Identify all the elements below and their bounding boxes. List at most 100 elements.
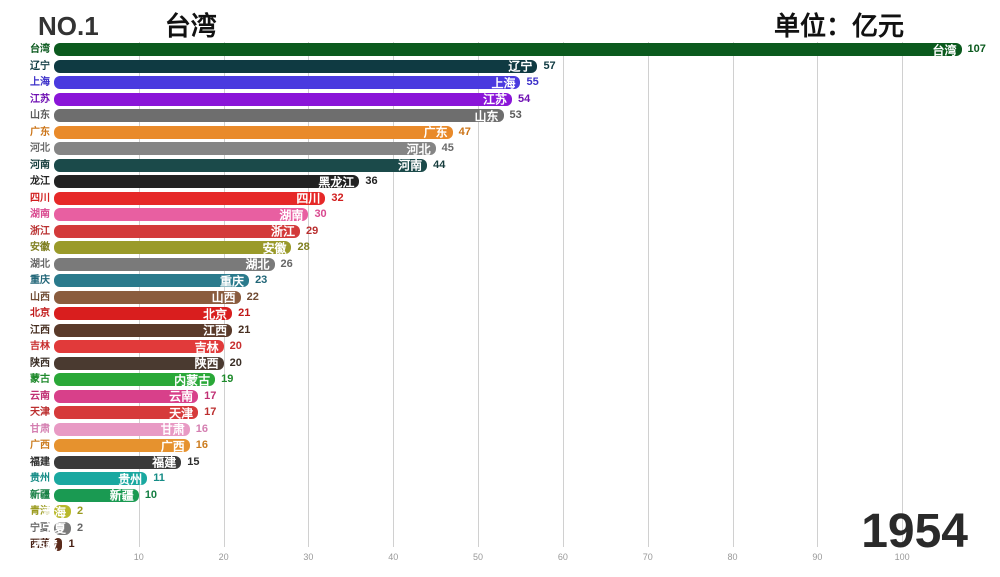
bar-inner-label: 安徽 <box>262 239 286 256</box>
bar: 湖北 <box>54 258 275 271</box>
bar: 青海 <box>54 505 71 518</box>
bar: 云南 <box>54 390 198 403</box>
bar-inner-label: 内蒙古 <box>174 371 210 388</box>
bar-inner-label: 河北 <box>407 140 431 157</box>
bar: 山东 <box>54 109 504 122</box>
bar-value: 16 <box>196 438 208 453</box>
bar-row: 山西山西22 <box>54 290 970 305</box>
y-axis-label: 龙江 <box>30 174 50 189</box>
bar-row: 贵州贵州11 <box>54 471 970 486</box>
bar-inner-label: 河南 <box>398 157 422 174</box>
bar: 辽宁 <box>54 60 537 73</box>
bar-value: 2 <box>77 521 83 536</box>
bar-value: 107 <box>968 42 986 57</box>
bar-inner-label: 天津 <box>169 404 193 421</box>
x-tick: 40 <box>388 552 398 562</box>
bar: 甘肃 <box>54 423 190 436</box>
y-axis-label: 河南 <box>30 158 50 173</box>
bar-inner-label: 辽宁 <box>508 58 532 75</box>
bar-inner-label: 陕西 <box>195 355 219 372</box>
bar-row: 湖南湖南30 <box>54 207 970 222</box>
bar-row: 福建福建15 <box>54 455 970 470</box>
bar: 广西 <box>54 439 190 452</box>
x-tick: 30 <box>303 552 313 562</box>
bar-row: 辽宁辽宁57 <box>54 59 970 74</box>
bar-row: 江西江西21 <box>54 323 970 338</box>
x-tick: 70 <box>643 552 653 562</box>
y-axis-label: 上海 <box>30 75 50 90</box>
bar-inner-label: 上海 <box>491 74 515 91</box>
bar-row: 青海青海2 <box>54 504 970 519</box>
unit-label: 单位：亿元 <box>774 6 904 43</box>
bar-inner-label: 云南 <box>169 388 193 405</box>
bar-inner-label: 湖北 <box>246 256 270 273</box>
bar-row: 广西广西16 <box>54 438 970 453</box>
bar: 河南 <box>54 159 427 172</box>
y-axis-label: 广东 <box>30 125 50 140</box>
bar: 内蒙古 <box>54 373 215 386</box>
x-tick: 50 <box>473 552 483 562</box>
y-axis-label: 蒙古 <box>30 372 50 387</box>
bar-row: 上海上海55 <box>54 75 970 90</box>
bar-row: 蒙古内蒙古19 <box>54 372 970 387</box>
bar-row: 湖北湖北26 <box>54 257 970 272</box>
bar-inner-label: 新疆 <box>110 487 134 504</box>
y-axis-label: 广西 <box>30 438 50 453</box>
y-axis-label: 陕西 <box>30 356 50 371</box>
bar: 河北 <box>54 142 436 155</box>
y-axis-label: 浙江 <box>30 224 50 239</box>
bar: 广东 <box>54 126 453 139</box>
y-axis-label: 新疆 <box>30 488 50 503</box>
bar-inner-label: 宁夏 <box>42 520 66 537</box>
bar: 西藏 <box>54 538 62 551</box>
y-axis-label: 山东 <box>30 108 50 123</box>
bar-row: 河北河北45 <box>54 141 970 156</box>
x-tick: 60 <box>558 552 568 562</box>
bar-value: 22 <box>247 290 259 305</box>
x-tick: 10 <box>134 552 144 562</box>
bar-inner-label: 黑龙江 <box>318 173 354 190</box>
bar: 重庆 <box>54 274 249 287</box>
bar-row: 安徽安徽28 <box>54 240 970 255</box>
bar-value: 20 <box>230 356 242 371</box>
y-axis-label: 四川 <box>30 191 50 206</box>
bar-inner-label: 贵州 <box>118 470 142 487</box>
bar-value: 45 <box>442 141 454 156</box>
bar-row: 龙江黑龙江36 <box>54 174 970 189</box>
bar-inner-label: 甘肃 <box>161 421 185 438</box>
y-axis-label: 江苏 <box>30 92 50 107</box>
x-tick: 90 <box>812 552 822 562</box>
bar-inner-label: 江苏 <box>483 91 507 108</box>
bar-value: 11 <box>153 471 165 486</box>
bar-inner-label: 广东 <box>424 124 448 141</box>
bar-value: 32 <box>331 191 343 206</box>
y-axis-label: 湖北 <box>30 257 50 272</box>
y-axis-label: 北京 <box>30 306 50 321</box>
bar: 新疆 <box>54 489 139 502</box>
y-axis-label: 吉林 <box>30 339 50 354</box>
y-axis-label: 甘肃 <box>30 422 50 437</box>
bar-inner-label: 浙江 <box>271 223 295 240</box>
bar-value: 21 <box>238 323 250 338</box>
bar-inner-label: 广西 <box>161 437 185 454</box>
bar: 福建 <box>54 456 181 469</box>
bar-value: 2 <box>77 504 83 519</box>
bar-row: 甘肃甘肃16 <box>54 422 970 437</box>
bar: 黑龙江 <box>54 175 359 188</box>
bar-chart: 102030405060708090100台湾台湾107辽宁辽宁57上海上海55… <box>54 42 970 547</box>
bar-value: 29 <box>306 224 318 239</box>
y-axis-label: 福建 <box>30 455 50 470</box>
bar-inner-label: 台湾 <box>933 41 957 58</box>
bar: 四川 <box>54 192 325 205</box>
bar-row: 西藏西藏1 <box>54 537 970 552</box>
y-axis-label: 山西 <box>30 290 50 305</box>
year-label: 1954 <box>861 504 968 559</box>
y-axis-label: 天津 <box>30 405 50 420</box>
bar-inner-label: 山西 <box>212 289 236 306</box>
bar-value: 10 <box>145 488 157 503</box>
bar-value: 44 <box>433 158 445 173</box>
bar: 江苏 <box>54 93 512 106</box>
bar: 天津 <box>54 406 198 419</box>
bar-value: 28 <box>297 240 309 255</box>
bar-row: 重庆重庆23 <box>54 273 970 288</box>
